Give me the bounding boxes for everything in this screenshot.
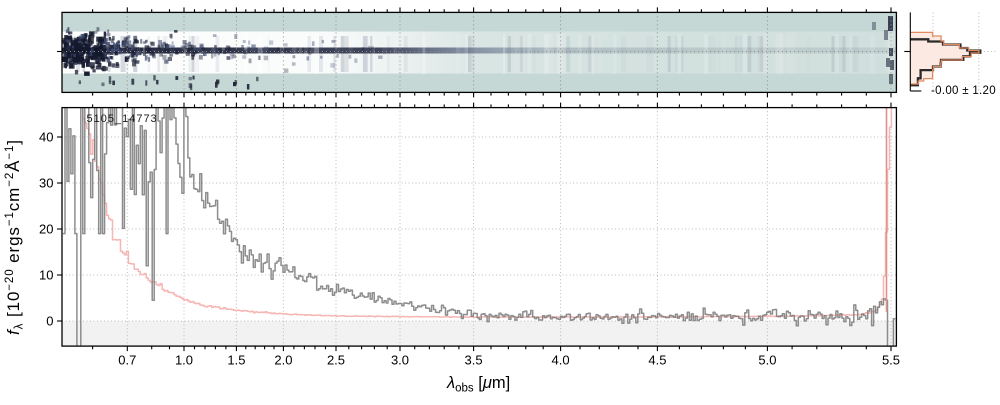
svg-text:λobs [μm]: λobs [μm]	[446, 374, 510, 395]
svg-text:4.5: 4.5	[648, 353, 666, 368]
svg-text:10: 10	[39, 268, 53, 283]
svg-text:fλ [10−20 ergs−1cm−2Å−1]: fλ [10−20 ergs−1cm−2Å−1]	[4, 139, 26, 335]
svg-text:0: 0	[46, 314, 53, 329]
svg-text:0.7: 0.7	[118, 353, 136, 368]
svg-text:5105_14773: 5105_14773	[87, 113, 158, 125]
svg-text:40: 40	[39, 130, 53, 145]
svg-text:20: 20	[39, 222, 53, 237]
svg-text:4.0: 4.0	[552, 353, 570, 368]
svg-text:30: 30	[39, 176, 53, 191]
svg-text:1.5: 1.5	[227, 353, 245, 368]
svg-text:2.0: 2.0	[274, 353, 292, 368]
svg-text:1.0: 1.0	[175, 353, 193, 368]
svg-text:5.5: 5.5	[882, 353, 900, 368]
svg-text:2.5: 2.5	[327, 353, 345, 368]
svg-text:3.0: 3.0	[391, 353, 409, 368]
svg-text:5.0: 5.0	[758, 353, 776, 368]
svg-text:3.5: 3.5	[465, 353, 483, 368]
svg-text:-0.00 ± 1.20: -0.00 ± 1.20	[931, 85, 996, 97]
